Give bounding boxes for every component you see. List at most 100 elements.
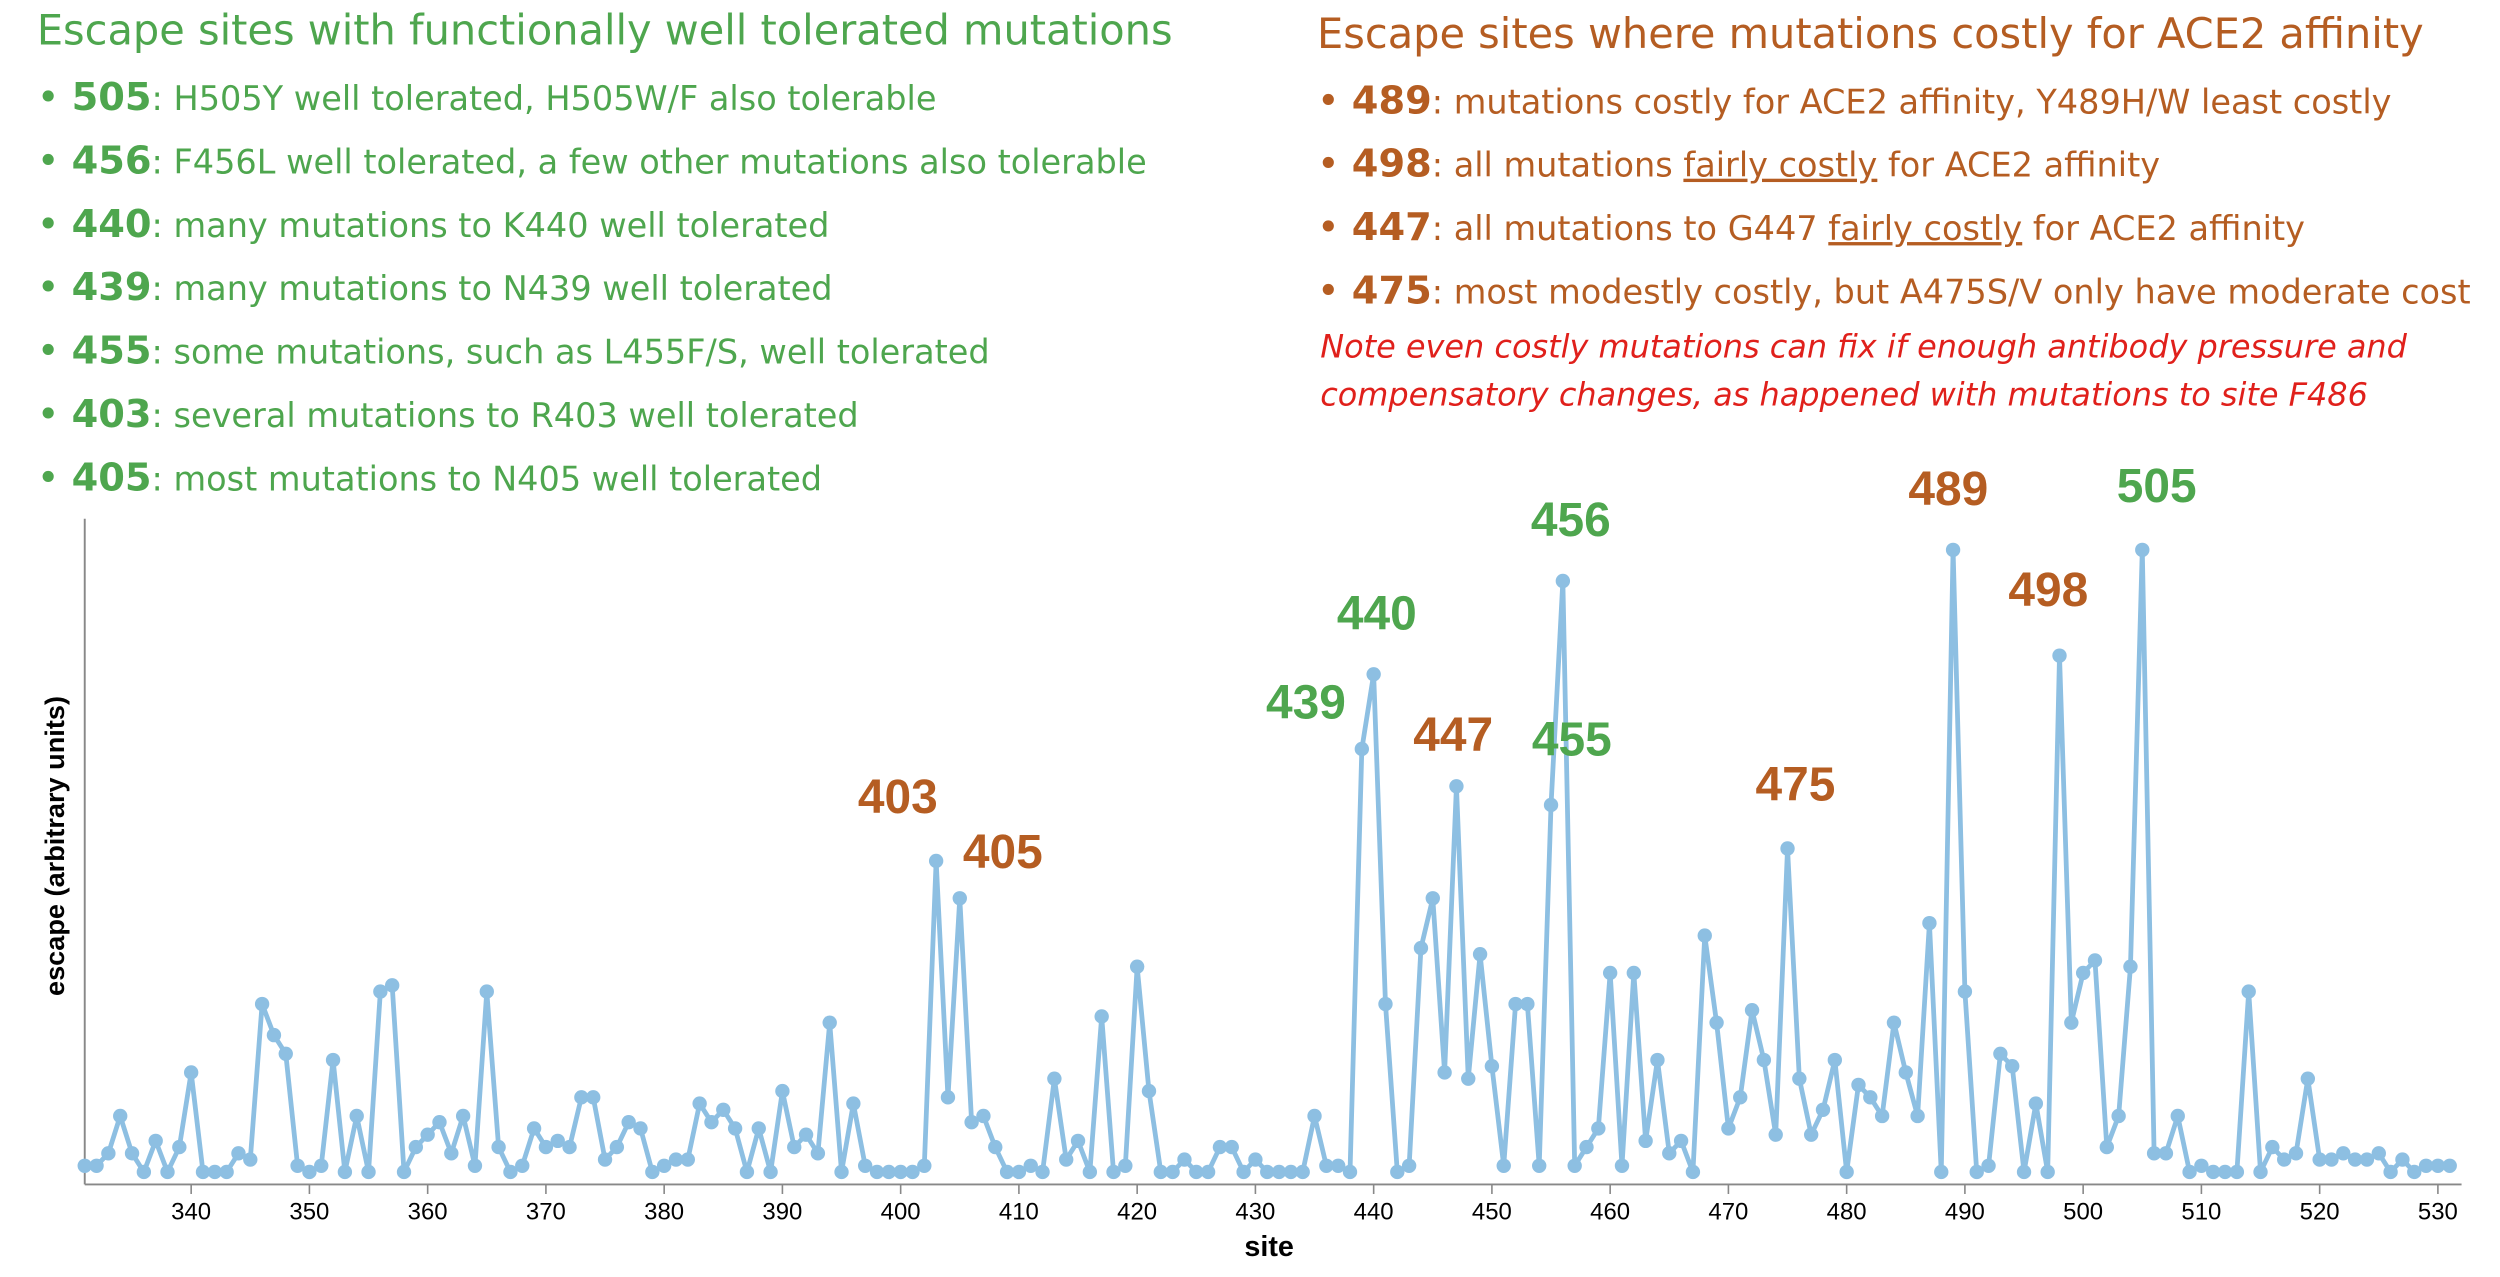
data-point <box>763 1164 778 1180</box>
data-point <box>455 1108 471 1124</box>
data-point <box>1886 1015 1902 1030</box>
data-point <box>988 1139 1003 1155</box>
peak-label: 447 <box>1413 709 1493 762</box>
data-point <box>2241 984 2256 999</box>
data-point <box>195 1164 211 1180</box>
x-tick-label: 520 <box>2300 1198 2340 1225</box>
data-point <box>526 1121 542 1136</box>
data-point <box>538 1139 554 1155</box>
x-tick-label: 430 <box>1235 1198 1275 1225</box>
data-point <box>2253 1164 2268 1180</box>
data-point <box>2383 1164 2398 1180</box>
data-point <box>1721 1121 1736 1136</box>
data-point <box>1957 984 1973 999</box>
list-item: • 456: F456L well tolerated, a few other… <box>37 139 1147 184</box>
data-point <box>1378 996 1393 1012</box>
data-point <box>254 996 270 1012</box>
data-point <box>1650 1052 1665 1068</box>
data-point <box>704 1115 719 1130</box>
data-point <box>1815 1102 1831 1117</box>
x-tick-label: 470 <box>1708 1198 1748 1225</box>
data-point <box>1945 542 1961 558</box>
site-number: 403 <box>72 392 152 437</box>
data-point <box>893 1164 908 1180</box>
data-point <box>999 1164 1015 1180</box>
data-point <box>325 1052 341 1068</box>
data-point <box>1177 1152 1192 1167</box>
bullet: • <box>1317 268 1352 313</box>
data-point <box>1803 1127 1819 1142</box>
data-point <box>1366 667 1381 682</box>
data-point <box>940 1090 956 1105</box>
data-point <box>1981 1158 1996 1173</box>
data-point <box>89 1158 104 1173</box>
site-number: 475 <box>1352 268 1432 313</box>
data-point <box>1555 573 1571 589</box>
data-point <box>1082 1164 1098 1180</box>
data-point <box>2336 1146 2351 1161</box>
bullet: • <box>1317 78 1352 123</box>
data-point <box>2407 1164 2422 1180</box>
data-point <box>1591 1121 1606 1136</box>
item-text: fairly costly <box>1683 146 1877 185</box>
data-point <box>1508 996 1523 1012</box>
data-point <box>1425 891 1440 906</box>
x-tick-label: 400 <box>881 1198 921 1225</box>
data-point <box>1283 1164 1299 1180</box>
data-point <box>1200 1164 1216 1180</box>
data-point <box>1118 1158 1133 1173</box>
list-item: • 505: H505Y well tolerated, H505W/F als… <box>37 75 937 120</box>
data-point <box>1614 1158 1630 1173</box>
data-point <box>314 1158 329 1173</box>
data-point <box>467 1158 483 1173</box>
data-point <box>2123 959 2138 974</box>
data-point <box>1910 1108 1925 1124</box>
site-number: 498 <box>1352 142 1432 187</box>
site-number: 447 <box>1352 205 1432 250</box>
data-point <box>1969 1164 1984 1180</box>
data-point <box>148 1133 163 1149</box>
data-point <box>1035 1164 1050 1180</box>
peak-label: 456 <box>1531 494 1611 547</box>
data-point <box>1579 1139 1594 1155</box>
data-point <box>420 1127 435 1142</box>
data-point <box>739 1164 755 1180</box>
panels: Escape sites with functionally well tole… <box>37 6 2471 501</box>
data-point <box>2217 1164 2233 1180</box>
data-point <box>2430 1158 2446 1173</box>
data-point <box>396 1164 412 1180</box>
data-point <box>361 1164 376 1180</box>
data-point <box>1863 1090 1878 1105</box>
data-point <box>1224 1139 1239 1155</box>
x-tick-label: 380 <box>644 1198 684 1225</box>
data-point <box>1484 1059 1500 1074</box>
data-point <box>562 1139 577 1155</box>
data-point <box>373 984 388 999</box>
list-item: • 475: most modestly costly, but A475S/V… <box>1317 268 2471 313</box>
data-point <box>1401 1158 1417 1173</box>
data-point <box>1390 1164 1405 1180</box>
bullet: • <box>37 139 72 184</box>
data-point <box>609 1139 625 1155</box>
x-tick-label: 350 <box>289 1198 329 1225</box>
data-point <box>858 1158 873 1173</box>
data-point <box>775 1083 790 1099</box>
x-tick-label: 510 <box>2181 1198 2221 1225</box>
item-text: fairly costly <box>1828 209 2022 248</box>
list-item: • 489: mutations costly for ACE2 affinit… <box>1317 78 2391 123</box>
data-point <box>1260 1164 1275 1180</box>
data-point <box>964 1115 979 1130</box>
item-text: : mutations costly for ACE2 affinity, Y4… <box>1432 82 2392 121</box>
data-point <box>1271 1164 1287 1180</box>
item-text: : F456L well tolerated, a few other muta… <box>152 143 1147 182</box>
data-point <box>716 1102 731 1117</box>
data-point <box>1236 1164 1251 1180</box>
data-point <box>1129 959 1145 974</box>
data-point <box>751 1121 766 1136</box>
data-point <box>834 1164 849 1180</box>
x-tick-label: 440 <box>1354 1198 1394 1225</box>
x-tick-label: 340 <box>171 1198 211 1225</box>
item-text: : most modestly costly, but A475S/V only… <box>1432 272 2471 311</box>
site-number: 439 <box>72 265 152 310</box>
